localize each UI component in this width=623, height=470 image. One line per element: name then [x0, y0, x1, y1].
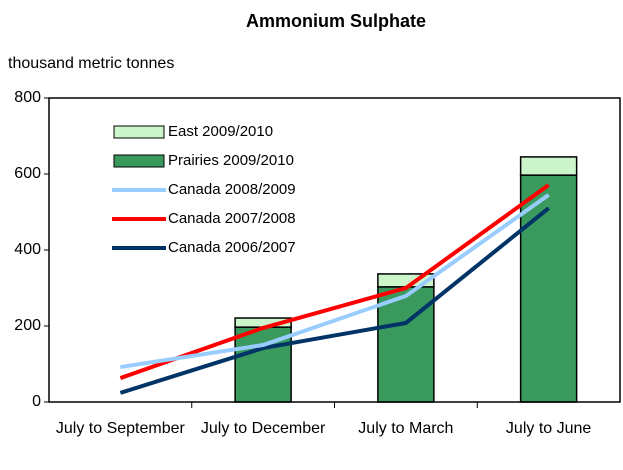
- line: [119, 183, 550, 380]
- line: [119, 206, 550, 395]
- bar: [519, 174, 578, 403]
- y-tick-label: 0: [32, 393, 41, 410]
- y-tick-label: 400: [14, 241, 41, 258]
- legend-label: Prairies 2009/2010: [168, 152, 294, 169]
- x-tick-label: July to March: [358, 420, 454, 437]
- legend-label: Canada 2006/2007: [168, 239, 296, 256]
- plot-frame: [48, 97, 621, 403]
- x-tick-label: July to September: [55, 420, 185, 437]
- y-tick-label: 200: [14, 317, 41, 334]
- y-tick-label: 800: [14, 89, 41, 106]
- x-tick-label: July to June: [505, 420, 592, 437]
- legend-label: East 2009/2010: [168, 123, 273, 140]
- legend-label: Canada 2007/2008: [168, 210, 296, 227]
- y-tick-label: 600: [14, 165, 41, 182]
- line: [120, 193, 550, 370]
- x-tick-label: July to December: [200, 420, 326, 437]
- y-axis-label: thousand metric tonnes: [8, 55, 174, 72]
- legend-label: Canada 2008/2009: [168, 181, 296, 198]
- bar: [519, 156, 578, 176]
- legend-swatch: [113, 154, 165, 168]
- legend-swatch: [113, 125, 165, 139]
- chart-title: Ammonium Sulphate: [246, 11, 426, 31]
